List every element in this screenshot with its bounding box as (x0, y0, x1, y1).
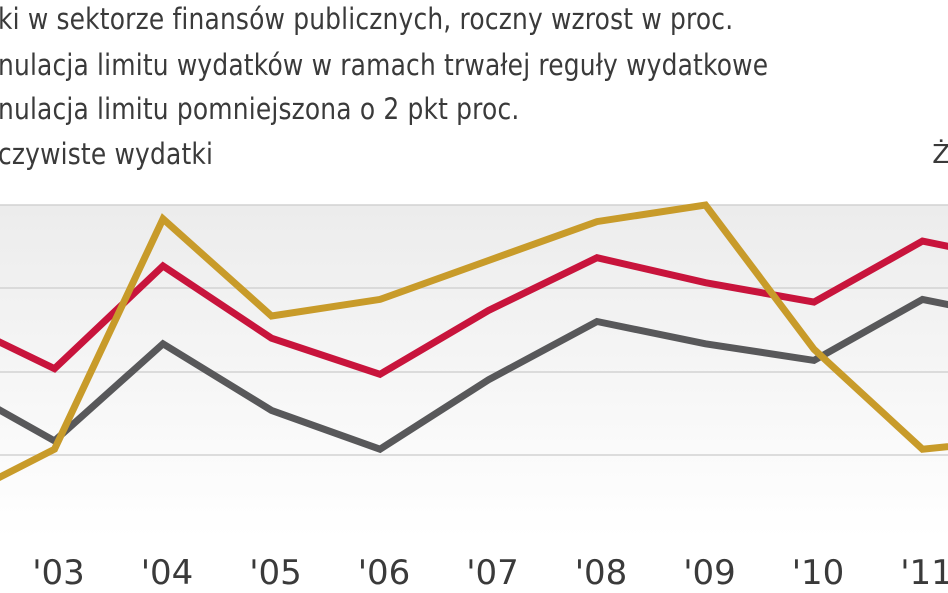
x-tick-label-2: '05 (249, 553, 302, 593)
x-tick-label-3: '06 (358, 553, 411, 593)
x-tick-label-0: '03 (32, 553, 85, 593)
x-tick-label-4: '07 (466, 553, 519, 593)
corner-label: Ż (932, 140, 948, 170)
legend: ki w sektorze finansów publicznych, rocz… (0, 0, 948, 190)
x-tick-label-1: '04 (141, 553, 194, 593)
legend-item-limit: nulacja limitu wydatków w ramach trwałej… (0, 48, 769, 82)
x-tick-label-8: '11 (900, 553, 948, 593)
x-tick-label-7: '10 (792, 553, 845, 593)
x-tick-label-6: '09 (683, 553, 736, 593)
legend-item-actual: czywiste wydatki (0, 137, 214, 171)
chart-title: ki w sektorze finansów publicznych, rocz… (0, 2, 734, 36)
x-tick-label-5: '08 (575, 553, 628, 593)
legend-item-limit-minus-2: nulacja limitu pomniejszona o 2 pkt proc… (0, 92, 520, 126)
series-line-1 (0, 295, 948, 454)
